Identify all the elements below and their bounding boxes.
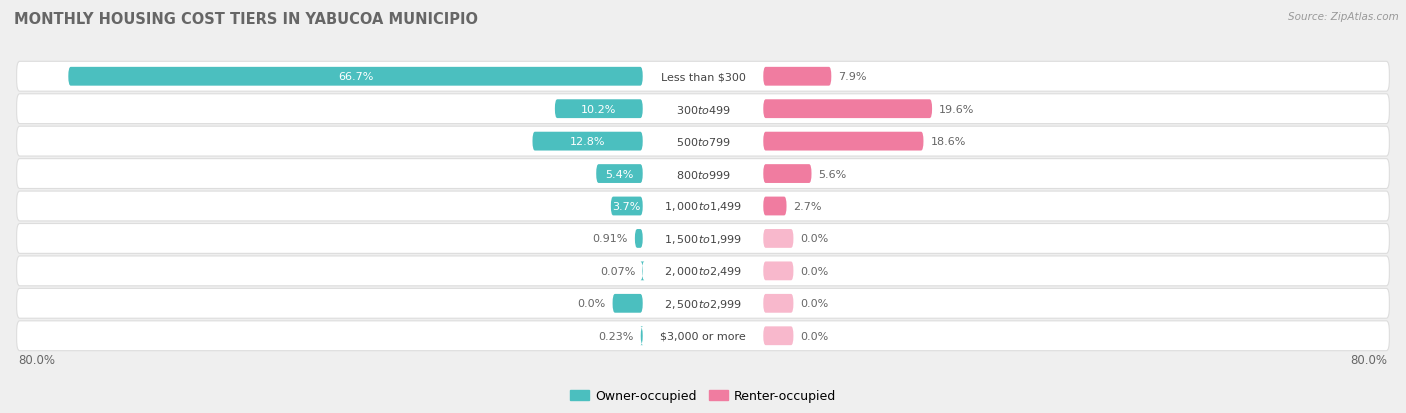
FancyBboxPatch shape (17, 192, 1389, 221)
Text: Less than $300: Less than $300 (661, 72, 745, 82)
Text: 5.6%: 5.6% (818, 169, 846, 179)
Text: $500 to $799: $500 to $799 (675, 136, 731, 148)
Text: 0.23%: 0.23% (599, 331, 634, 341)
Legend: Owner-occupied, Renter-occupied: Owner-occupied, Renter-occupied (565, 385, 841, 408)
FancyBboxPatch shape (610, 197, 643, 216)
Text: 80.0%: 80.0% (1351, 353, 1388, 366)
Text: $800 to $999: $800 to $999 (675, 168, 731, 180)
Text: Source: ZipAtlas.com: Source: ZipAtlas.com (1288, 12, 1399, 22)
Text: 0.91%: 0.91% (592, 234, 628, 244)
FancyBboxPatch shape (17, 224, 1389, 254)
FancyBboxPatch shape (640, 262, 644, 280)
Text: $2,500 to $2,999: $2,500 to $2,999 (664, 297, 742, 310)
Text: 3.7%: 3.7% (613, 202, 641, 211)
Text: $1,000 to $1,499: $1,000 to $1,499 (664, 200, 742, 213)
Text: 5.4%: 5.4% (605, 169, 634, 179)
Text: 0.0%: 0.0% (800, 331, 828, 341)
FancyBboxPatch shape (17, 95, 1389, 124)
Text: 0.0%: 0.0% (800, 266, 828, 276)
FancyBboxPatch shape (763, 165, 811, 183)
FancyBboxPatch shape (763, 230, 793, 248)
Text: 2.7%: 2.7% (793, 202, 823, 211)
FancyBboxPatch shape (763, 68, 831, 86)
FancyBboxPatch shape (17, 127, 1389, 157)
Text: 0.0%: 0.0% (800, 299, 828, 309)
FancyBboxPatch shape (763, 100, 932, 119)
Text: MONTHLY HOUSING COST TIERS IN YABUCOA MUNICIPIO: MONTHLY HOUSING COST TIERS IN YABUCOA MU… (14, 12, 478, 27)
FancyBboxPatch shape (17, 321, 1389, 351)
Text: 18.6%: 18.6% (931, 137, 966, 147)
FancyBboxPatch shape (763, 197, 786, 216)
FancyBboxPatch shape (533, 133, 643, 151)
FancyBboxPatch shape (640, 327, 643, 345)
FancyBboxPatch shape (596, 165, 643, 183)
FancyBboxPatch shape (17, 159, 1389, 189)
Text: 0.0%: 0.0% (578, 299, 606, 309)
FancyBboxPatch shape (17, 62, 1389, 92)
FancyBboxPatch shape (763, 133, 924, 151)
Text: 66.7%: 66.7% (337, 72, 373, 82)
FancyBboxPatch shape (763, 294, 793, 313)
Text: $1,500 to $1,999: $1,500 to $1,999 (664, 233, 742, 245)
Text: 7.9%: 7.9% (838, 72, 866, 82)
Text: 12.8%: 12.8% (569, 137, 606, 147)
FancyBboxPatch shape (17, 256, 1389, 286)
Text: 10.2%: 10.2% (581, 104, 616, 114)
FancyBboxPatch shape (763, 327, 793, 345)
FancyBboxPatch shape (555, 100, 643, 119)
FancyBboxPatch shape (17, 289, 1389, 318)
Text: 0.07%: 0.07% (600, 266, 636, 276)
FancyBboxPatch shape (69, 68, 643, 86)
Text: $2,000 to $2,499: $2,000 to $2,499 (664, 265, 742, 278)
Text: $3,000 or more: $3,000 or more (661, 331, 745, 341)
FancyBboxPatch shape (613, 294, 643, 313)
Text: 80.0%: 80.0% (18, 353, 55, 366)
Text: 19.6%: 19.6% (939, 104, 974, 114)
FancyBboxPatch shape (636, 230, 643, 248)
FancyBboxPatch shape (763, 262, 793, 280)
Text: $300 to $499: $300 to $499 (675, 103, 731, 115)
Text: 0.0%: 0.0% (800, 234, 828, 244)
